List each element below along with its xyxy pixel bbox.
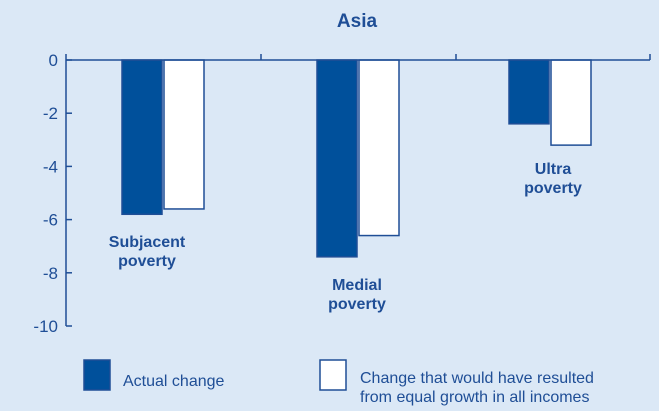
category-label-line: poverty [524, 180, 582, 197]
category-label-line: Ultra [535, 161, 572, 178]
y-tick-label: -2 [43, 104, 58, 123]
chart-title: Asia [337, 11, 378, 32]
legend-swatch-actual [83, 359, 111, 391]
bar-actual-0 [121, 59, 163, 216]
category-label-2: Ultra poverty [524, 161, 582, 197]
category-label-line: Subjacent [109, 234, 186, 251]
category-label-line: poverty [328, 296, 386, 313]
bar-equal-growth-1 [358, 59, 400, 237]
legend-label-equal-growth: Change that would have resulted from equa… [360, 370, 594, 406]
legend-label-line: Change that would have resulted [360, 370, 594, 387]
y-tick-label: 0 [49, 51, 58, 70]
legend-label-line: from equal growth in all incomes [360, 389, 589, 406]
bar-actual-2 [508, 59, 550, 125]
y-tick-label: -4 [43, 157, 58, 176]
bar-equal-growth-2 [550, 59, 592, 146]
y-tick-label: -6 [43, 211, 58, 230]
legend-label-actual: Actual change [123, 373, 225, 390]
bar-actual-1 [316, 59, 358, 258]
y-tick-label: -8 [43, 264, 58, 283]
axes-group: 0 -2 -4 -6 -8 -10 [33, 51, 651, 336]
legend: Actual change Change that would have resu… [83, 359, 594, 406]
legend-swatch-equal-growth [319, 359, 347, 391]
bar-equal-growth-0 [163, 59, 205, 210]
category-label-line: Medial [332, 277, 382, 294]
category-label-1: Medial poverty [328, 277, 386, 313]
category-label-line: poverty [118, 253, 176, 270]
category-annotations: Subjacent poverty Medial poverty Ultra povert… [109, 161, 582, 313]
y-tick-label: -10 [33, 317, 58, 336]
category-label-0: Subjacent poverty [109, 234, 186, 270]
bars-group [121, 59, 592, 258]
